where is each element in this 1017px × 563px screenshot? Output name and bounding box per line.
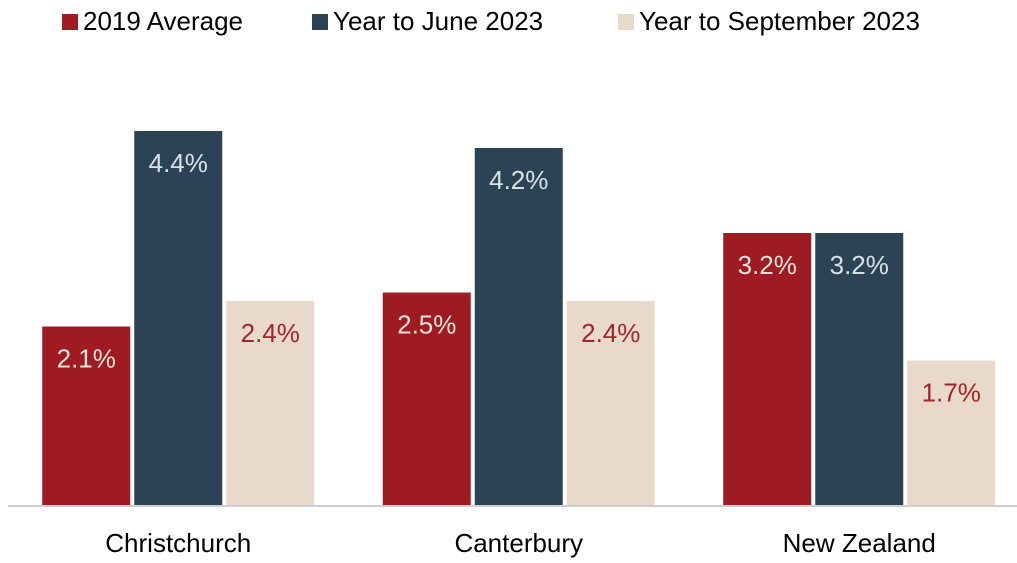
- legend-swatch: [312, 14, 328, 30]
- data-label: 2.5%: [397, 309, 456, 339]
- bar: [474, 148, 563, 505]
- data-label: 3.2%: [738, 250, 797, 280]
- data-label: 2.1%: [57, 343, 116, 373]
- data-label: 1.7%: [922, 377, 981, 407]
- bar: [134, 131, 223, 505]
- data-label: 2.4%: [581, 318, 640, 348]
- data-label: 4.2%: [489, 165, 548, 195]
- legend-swatch: [618, 14, 634, 30]
- bar: [723, 233, 812, 505]
- bar: [42, 326, 131, 505]
- bar: [382, 292, 471, 505]
- legend-label: 2019 Average: [83, 6, 243, 36]
- data-label: 2.4%: [241, 318, 300, 348]
- data-label: 4.4%: [149, 148, 208, 178]
- x-tick-label: New Zealand: [783, 528, 936, 558]
- bar: [815, 233, 904, 505]
- x-tick-label: Canterbury: [454, 528, 583, 558]
- bar: [566, 301, 655, 505]
- bar: [907, 360, 996, 505]
- legend-label: Year to September 2023: [639, 6, 920, 36]
- legend-label: Year to June 2023: [333, 6, 543, 36]
- data-label: 3.2%: [830, 250, 889, 280]
- legend-swatch: [62, 14, 78, 30]
- bar: [226, 301, 315, 505]
- x-tick-label: Christchurch: [105, 528, 251, 558]
